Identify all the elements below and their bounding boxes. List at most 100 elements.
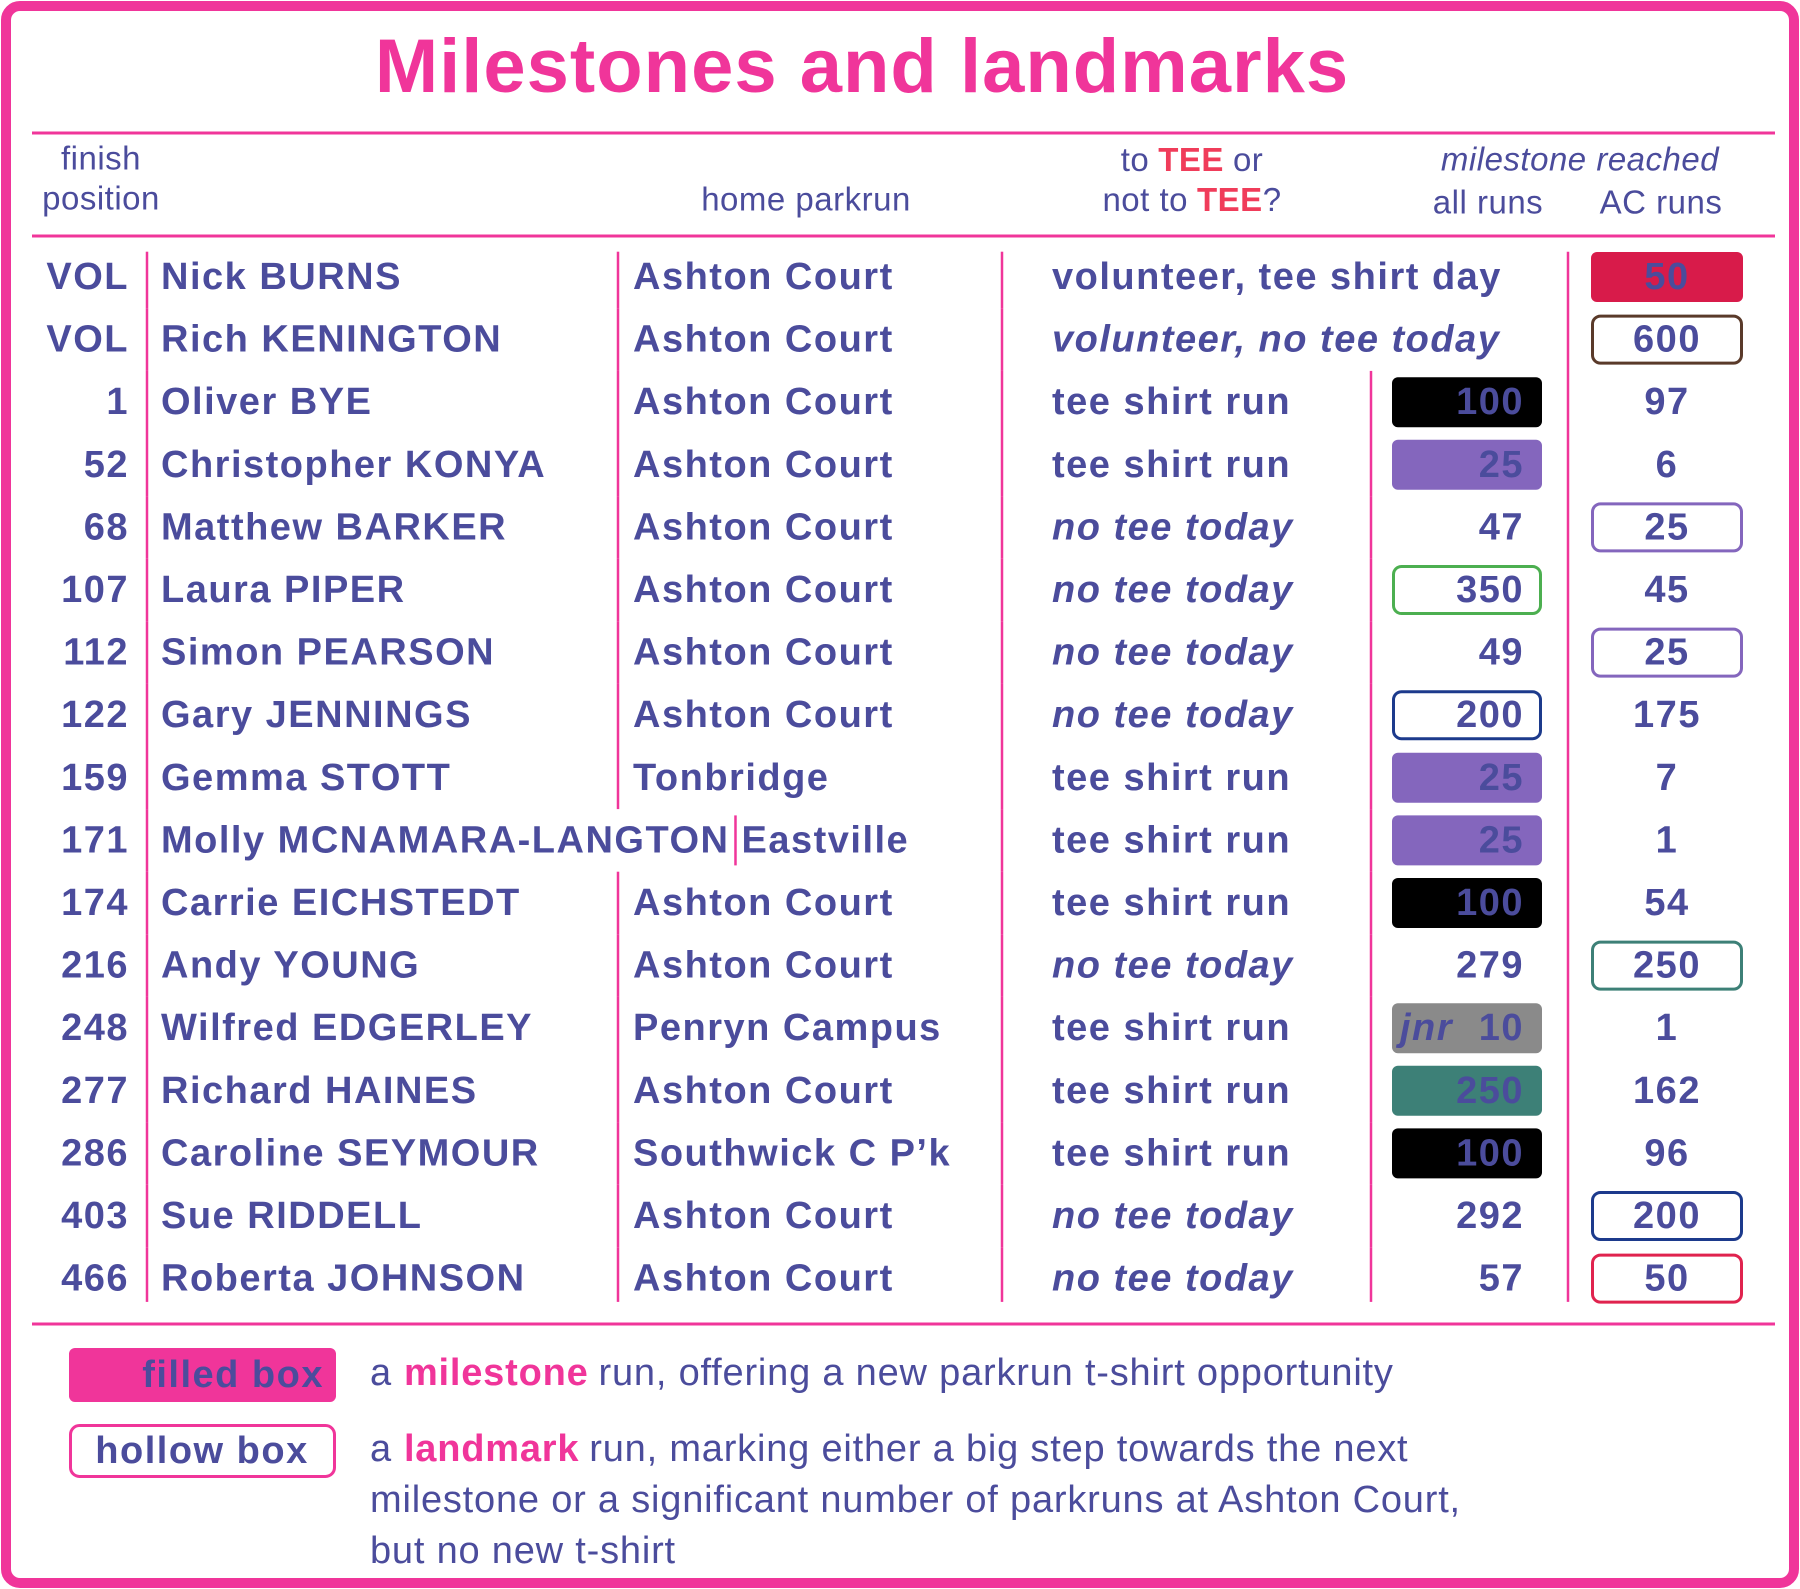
- header-text: TEE: [1158, 141, 1224, 178]
- runner-name: Gary JENNINGS: [161, 694, 472, 736]
- tee-status: volunteer, tee shirt day: [1052, 256, 1502, 298]
- run-count: 25: [1479, 819, 1524, 861]
- run-count: 100: [1456, 1132, 1524, 1174]
- tee-status: no tee today: [1052, 569, 1294, 611]
- tee-status: no tee today: [1052, 1258, 1294, 1300]
- milestone-box: [1591, 252, 1743, 302]
- home-parkrun: Ashton Court: [633, 506, 894, 548]
- run-count: 50: [1644, 256, 1689, 298]
- header-label: all runs: [1433, 184, 1543, 221]
- legend-box-label: filled box: [142, 1354, 324, 1396]
- tee-status: no tee today: [1052, 632, 1294, 674]
- runner-name: Nick BURNS: [161, 256, 402, 298]
- tee-status: tee shirt run: [1052, 757, 1291, 799]
- milestone-box: [1392, 1003, 1542, 1054]
- runner-name: Sue RIDDELL: [161, 1195, 422, 1237]
- finish-position: VOL: [46, 256, 129, 298]
- header-label: finish: [61, 140, 141, 177]
- tee-status: no tee today: [1052, 506, 1294, 548]
- tee-status: tee shirt run: [1052, 444, 1291, 486]
- run-count: 45: [1644, 569, 1689, 611]
- run-count: 49: [1479, 632, 1524, 674]
- finish-position: 171: [61, 819, 129, 861]
- home-parkrun: Southwick C P’k: [633, 1132, 951, 1174]
- header-label: position: [42, 180, 160, 217]
- finish-position: 216: [61, 945, 129, 987]
- landmark-box: [1591, 1253, 1743, 1304]
- run-count: 25: [1644, 506, 1689, 548]
- milestone-box: [1392, 815, 1542, 866]
- run-count: 25: [1644, 632, 1689, 674]
- home-parkrun: Ashton Court: [633, 569, 894, 611]
- header-text: TEE: [1197, 181, 1263, 218]
- header-label: milestone reached: [1441, 141, 1720, 178]
- runner-name: Wilfred EDGERLEY: [161, 1007, 533, 1049]
- run-count: 96: [1644, 1132, 1689, 1174]
- run-count: 279: [1456, 945, 1524, 987]
- home-parkrun: Ashton Court: [633, 945, 894, 987]
- run-count: 100: [1456, 381, 1524, 423]
- run-count: 600: [1633, 319, 1701, 361]
- home-parkrun: Ashton Court: [633, 381, 894, 423]
- milestone-box: [1392, 377, 1542, 428]
- junior-prefix: jnr: [1395, 1007, 1454, 1049]
- legend-keyword: milestone: [404, 1352, 589, 1394]
- run-count: 1: [1656, 1007, 1679, 1049]
- legend-text: run, offering a new parkrun t-shirt oppo…: [599, 1352, 1394, 1394]
- run-count: 350: [1456, 569, 1524, 611]
- home-parkrun: Ashton Court: [633, 319, 894, 361]
- tee-status: tee shirt run: [1052, 819, 1291, 861]
- tee-status: tee shirt run: [1052, 1132, 1291, 1174]
- legend-description: but no new t-shirt: [370, 1530, 676, 1572]
- legend-box-label: hollow box: [95, 1430, 308, 1472]
- home-parkrun: Ashton Court: [633, 1195, 894, 1237]
- finish-position: 174: [61, 882, 129, 924]
- landmark-box: [1591, 940, 1743, 991]
- home-parkrun: Ashton Court: [633, 694, 894, 736]
- run-count: 10: [1479, 1007, 1524, 1049]
- runner-name: Molly MCNAMARA-LANGTON: [161, 819, 729, 861]
- run-count: 100: [1456, 882, 1524, 924]
- home-parkrun: Ashton Court: [633, 256, 894, 298]
- tee-status: no tee today: [1052, 1195, 1294, 1237]
- landmark-box: [1591, 502, 1743, 553]
- run-count: 47: [1479, 506, 1524, 548]
- finish-position: 112: [63, 632, 129, 674]
- landmark-box: [1591, 627, 1743, 678]
- landmark-box: [1392, 690, 1542, 741]
- tee-status: no tee today: [1052, 694, 1294, 736]
- finish-position: 68: [84, 506, 129, 548]
- home-parkrun: Ashton Court: [633, 632, 894, 674]
- finish-position: 159: [61, 757, 129, 799]
- runner-name: Oliver BYE: [161, 381, 372, 423]
- runner-name: Richard HAINES: [161, 1070, 478, 1112]
- run-count: 97: [1644, 381, 1689, 423]
- legend-description: milestone or a significant number of par…: [370, 1479, 1461, 1521]
- home-parkrun: Ashton Court: [633, 444, 894, 486]
- run-count: 250: [1633, 945, 1701, 987]
- run-count: 25: [1479, 757, 1524, 799]
- runner-name: Laura PIPER: [161, 569, 406, 611]
- landmark-box: [1591, 314, 1743, 365]
- legend-text: run, marking either a big step towards t…: [589, 1428, 1408, 1470]
- run-count: 250: [1456, 1070, 1524, 1112]
- home-parkrun: Tonbridge: [633, 757, 829, 799]
- runner-name: Rich KENINGTON: [161, 319, 502, 361]
- header-text: ?: [1263, 181, 1282, 218]
- milestone-box: [1392, 1065, 1542, 1116]
- finish-position: VOL: [46, 319, 129, 361]
- finish-position: 122: [61, 694, 129, 736]
- home-parkrun: Ashton Court: [633, 882, 894, 924]
- run-count: 57: [1479, 1258, 1524, 1300]
- tee-status: tee shirt run: [1052, 882, 1291, 924]
- run-count: 6: [1656, 444, 1679, 486]
- legend-text: but no new t-shirt: [370, 1530, 676, 1572]
- legend-text: milestone or a significant number of par…: [370, 1479, 1461, 1521]
- run-count: 175: [1633, 694, 1701, 736]
- legend-text: a: [370, 1428, 392, 1470]
- finish-position: 248: [61, 1007, 129, 1049]
- legend-filled-box: [69, 1348, 336, 1402]
- legend-keyword: landmark: [404, 1428, 579, 1470]
- header-label: not to TEE?: [1102, 181, 1281, 218]
- landmark-box: [1591, 1191, 1743, 1241]
